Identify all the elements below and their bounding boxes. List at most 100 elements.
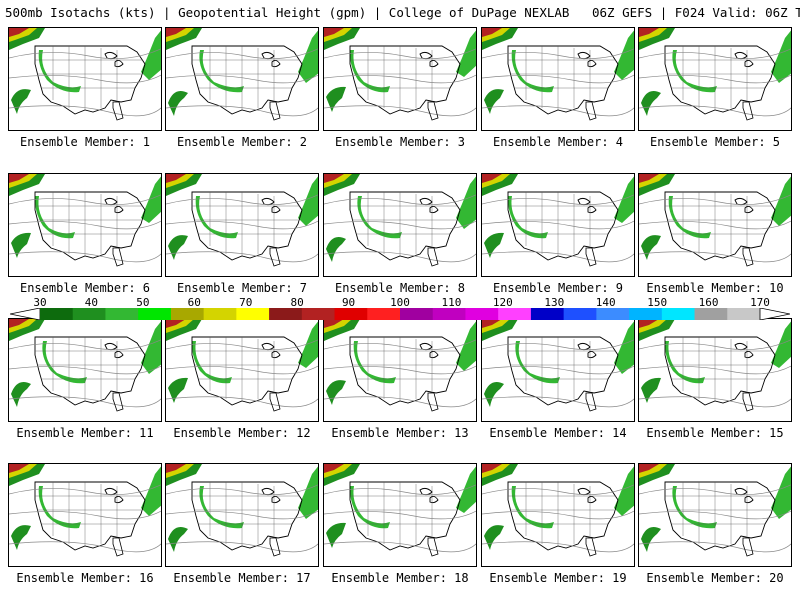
jet-interior (191, 341, 232, 384)
jet-interior (511, 486, 554, 529)
jet-northeast (614, 30, 634, 80)
color-bar-swatch (138, 308, 172, 320)
panel-label: Ensemble Member: 1 (19, 135, 151, 149)
jet-northeast (141, 466, 161, 516)
jet-pacific (641, 235, 661, 260)
jet-interior (34, 196, 75, 239)
jet-northeast (456, 176, 476, 229)
country-outline (191, 191, 303, 261)
color-bar-tick-label: 60 (187, 296, 201, 309)
country-outline (191, 336, 303, 406)
jet-interior (349, 486, 390, 529)
country-outline (507, 481, 619, 551)
map-panel (8, 27, 162, 131)
color-bar-tick-label: 160 (698, 296, 719, 309)
jet-pacific (11, 89, 31, 114)
map-panel (481, 173, 635, 277)
color-bar-swatch (367, 308, 401, 320)
jet-interior (38, 50, 81, 93)
panel-label: Ensemble Member: 8 (334, 281, 466, 295)
jet-pacific (11, 381, 31, 407)
panel-label: Ensemble Member: 4 (492, 135, 624, 149)
panel-label: Ensemble Member: 7 (176, 281, 308, 295)
panel-label: Ensemble Member: 11 (16, 426, 154, 440)
map-panel (481, 318, 635, 422)
color-bar-swatch (498, 308, 532, 320)
country-outline (349, 481, 461, 551)
color-bar-swatch (400, 308, 434, 320)
jet-pacific (484, 525, 504, 550)
color-bar-swatch (629, 308, 663, 320)
jet-pacific (326, 236, 346, 262)
color-bar-tick-label: 150 (647, 296, 668, 309)
jet-pacific (326, 86, 346, 112)
jet-pacific (641, 377, 661, 403)
color-bar-tick-label: 170 (750, 296, 770, 309)
panel-label: Ensemble Member: 3 (334, 135, 466, 149)
panel-label: Ensemble Member: 17 (173, 571, 311, 585)
jet-northeast (771, 176, 791, 226)
jet-pacific (484, 381, 504, 407)
map-panel (165, 173, 319, 277)
country-outline (34, 45, 146, 115)
jet-pacific (484, 232, 504, 258)
panel-label: Ensemble Member: 14 (489, 426, 627, 440)
color-bar-swatch (72, 308, 106, 320)
color-bar-tick-label: 140 (595, 296, 616, 309)
jet-interior (199, 486, 244, 529)
country-outline (664, 45, 776, 115)
jet-northeast (456, 466, 476, 513)
jet-interior (357, 196, 402, 239)
jet-northeast (456, 30, 476, 77)
color-bar-tick-label: 90 (341, 296, 356, 309)
color-bar-swatch (203, 308, 237, 320)
color-bar-swatch (170, 308, 205, 320)
jet-northeast (298, 176, 318, 226)
panel-label: Ensemble Member: 12 (173, 426, 311, 440)
color-bar-swatch (563, 308, 597, 320)
jet-pacific (168, 90, 188, 116)
panel-label: Ensemble Member: 6 (19, 281, 151, 295)
jet-northeast (614, 176, 634, 223)
map-panel (323, 463, 477, 567)
jet-northeast (614, 321, 634, 374)
jet-interior (672, 50, 717, 93)
color-bar-tick-label: 100 (390, 296, 410, 309)
map-panel (638, 173, 792, 277)
color-bar-tick-label: 70 (239, 296, 253, 309)
jet-northeast (614, 466, 634, 516)
color-bar-tick-label: 110 (441, 296, 462, 309)
panel-label: Ensemble Member: 9 (492, 281, 624, 295)
jet-northeast (141, 30, 161, 80)
color-bar-swatch (432, 308, 466, 320)
panel-label: Ensemble Member: 16 (16, 571, 154, 585)
jet-northeast (141, 176, 161, 223)
jet-northeast (298, 321, 318, 368)
country-outline (507, 191, 619, 261)
jet-pacific (11, 232, 31, 258)
country-outline (34, 191, 146, 261)
jet-pacific (641, 526, 661, 552)
jet-pacific (326, 522, 346, 548)
country-outline (664, 336, 776, 406)
color-bar-tick-label: 80 (290, 296, 304, 309)
color-bar-swatch (596, 308, 630, 320)
color-bar-swatch (301, 308, 336, 320)
jet-interior (511, 50, 554, 93)
jet-pacific (11, 525, 31, 550)
color-bar-tick-label: 30 (33, 296, 47, 309)
jet-interior (349, 50, 390, 93)
country-outline (664, 481, 776, 551)
map-panel (481, 27, 635, 131)
country-outline (507, 45, 619, 115)
jet-northeast (456, 321, 476, 371)
jet-northeast (771, 321, 791, 368)
jet-pacific (641, 90, 661, 116)
country-outline (34, 481, 146, 551)
color-bar-swatch (269, 308, 303, 320)
jet-interior (38, 486, 81, 529)
color-bar-swatch (694, 308, 728, 320)
jet-interior (195, 196, 238, 239)
jet-interior (353, 341, 396, 384)
map-panel (8, 463, 162, 567)
